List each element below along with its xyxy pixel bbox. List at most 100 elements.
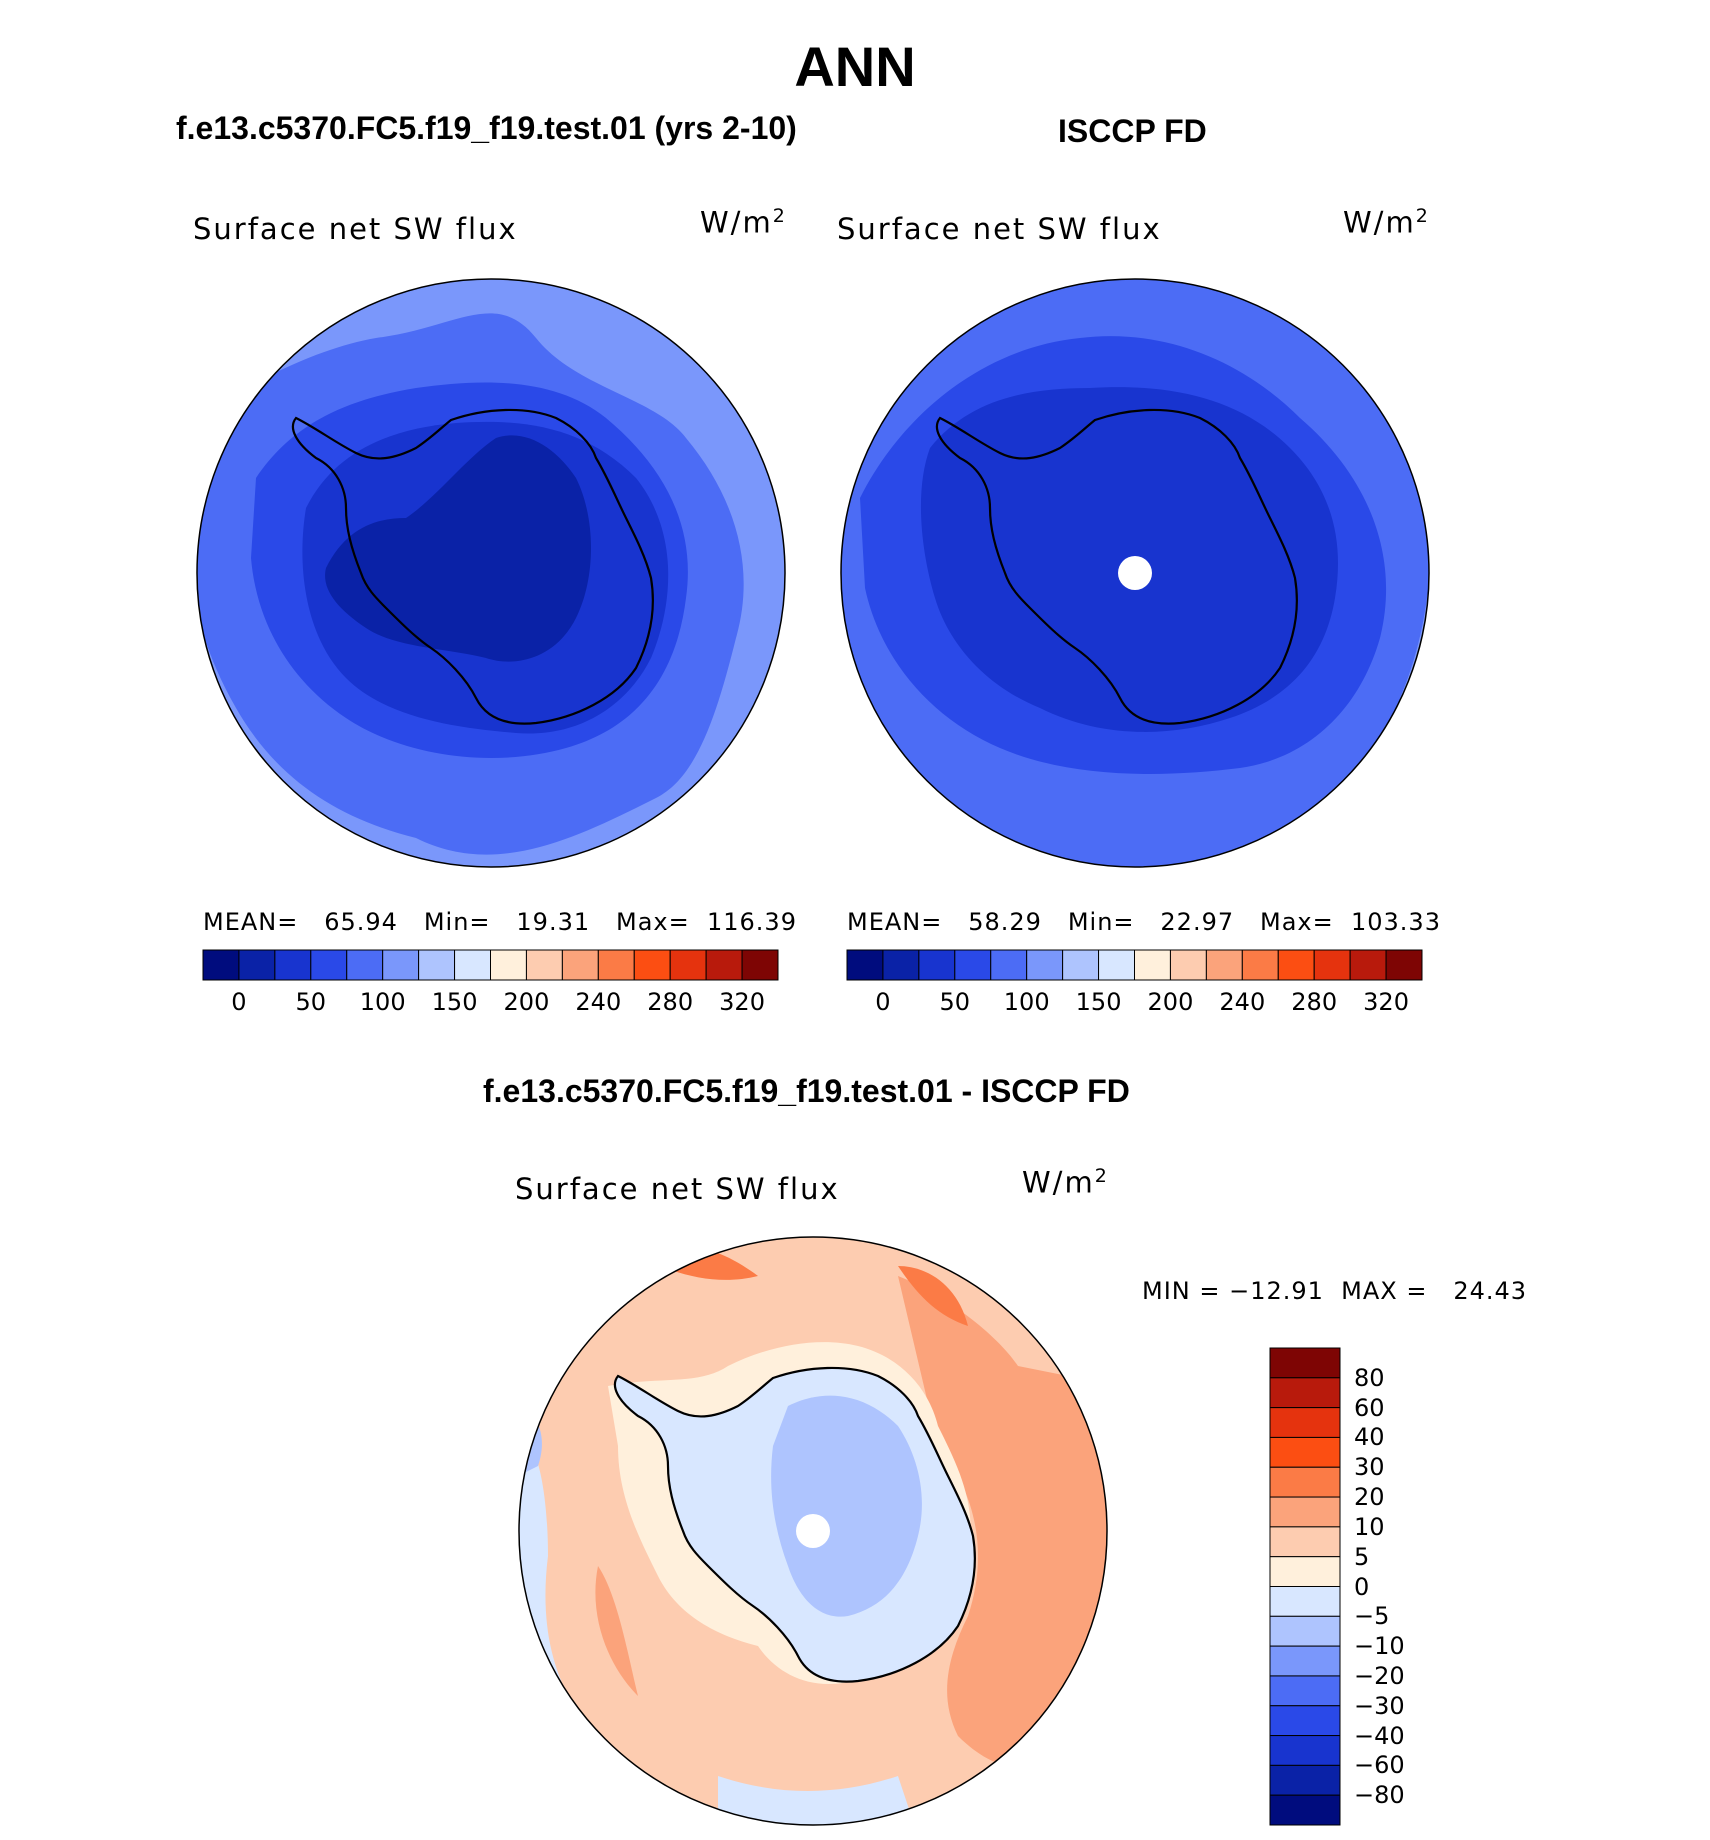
diff-map-east-positive <box>898 1276 1107 1770</box>
diff-colorbar-tick-label: −60 <box>1354 1751 1405 1780</box>
diff-colorbar-box <box>1269 1675 1341 1707</box>
test-colorbar <box>202 949 779 981</box>
diff-colorbar-tick-label: 60 <box>1354 1393 1385 1422</box>
test-colorbar-box <box>418 949 456 981</box>
diff-colorbar-tick-label: 0 <box>1354 1572 1370 1601</box>
obs-coastline <box>935 408 1298 725</box>
obs-map-border <box>840 278 1430 868</box>
diff-colorbar-tick-label: −10 <box>1354 1632 1405 1661</box>
obs-colorbar-ticks: 0 50 100 150 200 240 280 320 <box>847 988 1422 1018</box>
test-coastline <box>291 408 654 725</box>
diff-colorbar <box>1269 1347 1341 1826</box>
test-field-label: Surface net SW flux <box>193 212 518 246</box>
diff-colorbar-tick-label: −40 <box>1354 1721 1405 1750</box>
diff-colorbar-tick-label: 30 <box>1354 1453 1385 1482</box>
test-colorbar-box <box>490 949 527 981</box>
obs-colorbar-tick-label: 150 <box>1075 988 1122 1016</box>
test-colorbar-ticks: 0 50 100 150 200 240 280 320 <box>203 988 778 1018</box>
test-colorbar-box <box>597 949 635 981</box>
obs-colorbar-box <box>1062 949 1100 981</box>
diff-coastline <box>613 1366 976 1683</box>
test-colorbar-box <box>274 949 312 981</box>
obs-colorbar-box <box>1205 949 1243 981</box>
diff-colorbar-box <box>1269 1526 1341 1558</box>
obs-colorbar-tick-label: 240 <box>1219 988 1266 1016</box>
obs-colorbar-box <box>846 949 884 981</box>
obs-colorbar-box <box>1098 949 1135 981</box>
diff-map-north-positive-b <box>898 1266 968 1326</box>
diff-stats: MIN = −12.91 MAX = 24.43 <box>1142 1277 1528 1305</box>
test-colorbar-tick-label: 50 <box>295 988 327 1016</box>
diff-colorbar-tick-label: −30 <box>1354 1691 1405 1720</box>
obs-colorbar-box <box>954 949 992 981</box>
test-colorbar-box <box>382 949 420 981</box>
test-colorbar-box <box>346 949 384 981</box>
test-colorbar-box <box>705 949 743 981</box>
obs-colorbar-box <box>918 949 956 981</box>
diff-colorbar-tick-label: 40 <box>1354 1423 1385 1452</box>
test-map-border <box>196 278 786 868</box>
obs-colorbar-tick-label: 0 <box>875 988 891 1016</box>
diff-colorbar-tick-label: 5 <box>1354 1542 1370 1571</box>
diff-colorbar-ticks: 80 60 40 30 20 10 5 0 −5 −10 −20 −30 −40 −60 −80 <box>1354 1348 1434 1825</box>
diff-colorbar-tick-label: 80 <box>1354 1363 1385 1392</box>
test-colorbar-box <box>454 949 491 981</box>
diff-map-west-positive <box>595 1566 638 1696</box>
diff-colorbar-box <box>1269 1556 1341 1587</box>
obs-colorbar <box>846 949 1423 981</box>
diff-colorbar-box <box>1269 1377 1341 1409</box>
obs-field-label: Surface net SW flux <box>837 212 1162 246</box>
diff-colorbar-box <box>1269 1347 1341 1379</box>
diff-field-label: Surface net SW flux <box>515 1172 840 1206</box>
obs-colorbar-tick-label: 320 <box>1363 988 1409 1016</box>
test-colorbar-box <box>525 949 563 981</box>
diff-colorbar-box <box>1269 1407 1341 1438</box>
diff-colorbar-box <box>1269 1466 1341 1498</box>
obs-pole-hole <box>1118 556 1152 590</box>
test-colorbar-tick-label: 100 <box>359 988 406 1016</box>
test-colorbar-box <box>669 949 707 981</box>
test-colorbar-box <box>741 949 779 981</box>
obs-colorbar-box <box>1277 949 1315 981</box>
diff-colorbar-box <box>1269 1586 1341 1617</box>
diff-polar-map <box>518 1236 1108 1826</box>
diff-case-title: f.e13.c5370.FC5.f19_f19.test.01 - ISCCP … <box>483 1073 1130 1109</box>
obs-colorbar-box <box>1385 949 1423 981</box>
diff-colorbar-box <box>1269 1436 1341 1468</box>
test-stats: MEAN= 65.94 Min= 19.31 Max= 116.39 <box>203 908 797 936</box>
test-colorbar-tick-label: 320 <box>719 988 765 1016</box>
test-colorbar-tick-label: 0 <box>231 988 247 1016</box>
obs-colorbar-tick-label: 280 <box>1291 988 1338 1016</box>
obs-unit-label: W/m2 <box>1343 205 1430 240</box>
obs-colorbar-tick-label: 100 <box>1003 988 1050 1016</box>
diff-colorbar-box <box>1269 1794 1341 1826</box>
diff-map-west-negative-strong <box>519 1396 542 1476</box>
figure-title: ANN <box>794 35 916 98</box>
diff-colorbar-box <box>1269 1735 1341 1766</box>
diff-colorbar-box <box>1269 1705 1341 1737</box>
test-colorbar-tick-label: 240 <box>575 988 622 1016</box>
obs-colorbar-tick-label: 50 <box>939 988 971 1016</box>
obs-colorbar-box <box>1134 949 1171 981</box>
diff-map-continent-negative-strong <box>771 1395 922 1617</box>
test-unit-label: W/m2 <box>700 205 787 240</box>
diff-colorbar-tick-label: 20 <box>1354 1483 1385 1512</box>
test-colorbar-box <box>561 949 599 981</box>
obs-colorbar-box <box>1241 949 1279 981</box>
obs-stats: MEAN= 58.29 Min= 22.97 Max= 103.33 <box>847 908 1441 936</box>
diff-colorbar-tick-label: −20 <box>1354 1661 1405 1690</box>
diff-colorbar-box <box>1269 1615 1341 1647</box>
test-polar-map <box>196 278 786 868</box>
diff-pole-hole <box>796 1514 830 1548</box>
test-map-interior <box>325 435 591 662</box>
obs-colorbar-tick-label: 200 <box>1147 988 1194 1016</box>
diff-colorbar-tick-label: −80 <box>1354 1781 1405 1810</box>
obs-colorbar-box <box>1169 949 1207 981</box>
test-colorbar-tick-label: 200 <box>503 988 550 1016</box>
diff-colorbar-tick-label: −5 <box>1354 1602 1390 1631</box>
obs-colorbar-box <box>990 949 1028 981</box>
test-colorbar-box <box>310 949 348 981</box>
diff-map-border <box>518 1236 1108 1826</box>
obs-colorbar-box <box>1349 949 1387 981</box>
obs-colorbar-box <box>882 949 920 981</box>
